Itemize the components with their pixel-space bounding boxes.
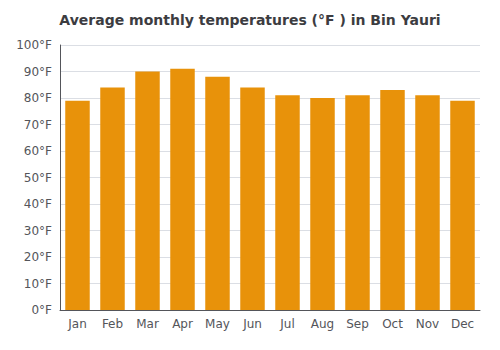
svg-text:Feb: Feb xyxy=(102,317,123,331)
svg-text:50°F: 50°F xyxy=(24,171,52,185)
svg-text:Aug: Aug xyxy=(311,317,334,331)
svg-text:Apr: Apr xyxy=(172,317,193,331)
svg-text:30°F: 30°F xyxy=(24,224,52,238)
svg-text:90°F: 90°F xyxy=(24,65,52,79)
svg-text:Average monthly temperatures (: Average monthly temperatures (°F ) in Bi… xyxy=(59,12,440,28)
svg-text:Mar: Mar xyxy=(136,317,159,331)
svg-text:Sep: Sep xyxy=(346,317,369,331)
svg-text:40°F: 40°F xyxy=(24,197,52,211)
svg-text:May: May xyxy=(205,317,230,331)
svg-text:70°F: 70°F xyxy=(24,118,52,132)
svg-text:60°F: 60°F xyxy=(24,144,52,158)
svg-text:Nov: Nov xyxy=(416,317,439,331)
svg-text:100°F: 100°F xyxy=(16,38,52,52)
svg-text:Jan: Jan xyxy=(67,317,87,331)
svg-text:10°F: 10°F xyxy=(24,277,52,291)
svg-text:Oct: Oct xyxy=(382,317,403,331)
svg-text:80°F: 80°F xyxy=(24,91,52,105)
svg-text:Jul: Jul xyxy=(279,317,294,331)
svg-text:20°F: 20°F xyxy=(24,250,52,264)
svg-text:Jun: Jun xyxy=(242,317,262,331)
svg-text:0°F: 0°F xyxy=(31,303,52,317)
svg-text:Dec: Dec xyxy=(451,317,474,331)
